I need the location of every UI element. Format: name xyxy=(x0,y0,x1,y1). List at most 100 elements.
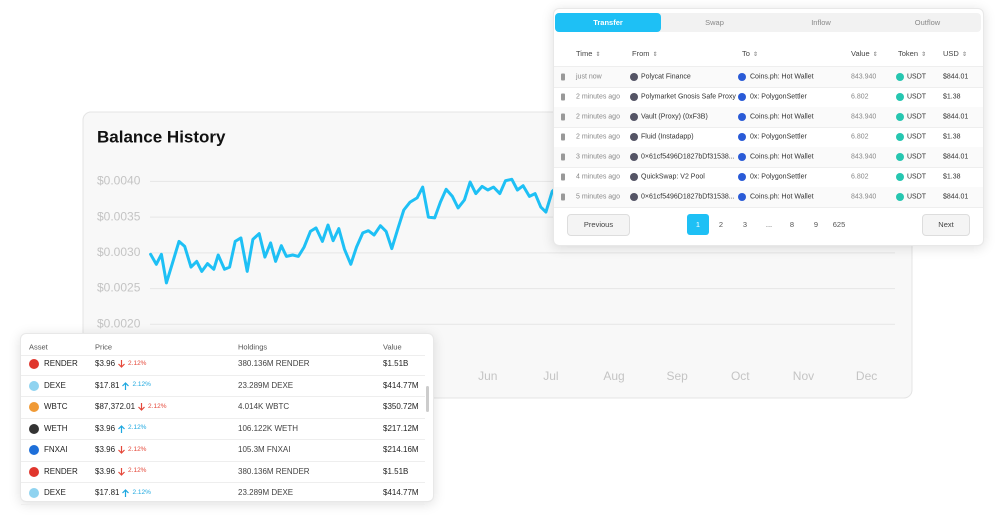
cell-value: 6.802 xyxy=(851,133,869,141)
column-header[interactable]: Time ⇕ xyxy=(576,49,601,58)
cell-value: 6.802 xyxy=(851,173,869,181)
cell-to: Coins.ph: Hot Wallet xyxy=(750,113,814,121)
cell-to: Coins.ph: Hot Wallet xyxy=(750,193,814,201)
cell-token: USDT xyxy=(907,153,927,161)
price-change: 2.12% xyxy=(128,467,147,475)
page-button[interactable]: 8 xyxy=(789,220,795,229)
cell-value: 843.940 xyxy=(851,153,877,161)
asset-name: WBTC xyxy=(44,402,68,411)
asset-icon xyxy=(29,423,39,434)
price-change: 2.12% xyxy=(128,424,147,432)
cell-token: USDT xyxy=(907,93,927,101)
page-button[interactable]: 625 xyxy=(832,220,846,229)
asset-value: $414.77M xyxy=(383,380,419,390)
table-row xyxy=(554,147,983,168)
asset-price: $3.96 2.12% xyxy=(95,467,147,476)
asset-holdings: 23.289M DEXE xyxy=(238,488,294,497)
column-header[interactable]: USD ⇕ xyxy=(943,49,967,58)
column-header[interactable]: To ⇕ xyxy=(742,49,758,58)
token-icon xyxy=(896,173,904,181)
cell-value: 843.940 xyxy=(851,73,877,81)
asset-price: $17.81 2.12% xyxy=(95,380,151,390)
chain-icon xyxy=(561,193,565,201)
asset-name: DEXE xyxy=(44,380,66,390)
tab-bar: Transfer Swap Inflow Outflow xyxy=(555,13,981,32)
page-button[interactable]: 1 xyxy=(687,214,709,235)
price-change: 2.12% xyxy=(132,488,151,496)
price-change: 2.12% xyxy=(148,402,167,410)
page-button[interactable]: 3 xyxy=(742,220,748,229)
asset-icon xyxy=(29,402,39,412)
y-tick-label: $0.0040 xyxy=(97,174,141,188)
trend-arrow xyxy=(118,424,125,433)
cell-token: USDT xyxy=(907,193,927,201)
cell-value: 6.802 xyxy=(851,93,869,101)
tab[interactable]: Inflow xyxy=(811,18,831,27)
page-button[interactable]: 9 xyxy=(813,220,819,229)
tab[interactable]: Outflow xyxy=(914,18,941,27)
asset-holdings: 380.136M RENDER xyxy=(238,466,310,476)
page-button[interactable]: ... xyxy=(765,220,773,229)
asset-value: $214.16M xyxy=(383,445,419,454)
asset-value: $1.51B xyxy=(383,359,409,368)
sort-icon[interactable]: ⇕ xyxy=(752,52,758,58)
price-value: $3.96 xyxy=(95,423,116,433)
column-header[interactable]: From ⇕ xyxy=(632,49,658,58)
sort-icon[interactable]: ⇕ xyxy=(961,52,967,58)
cell-time: 2 minutes ago xyxy=(576,133,620,141)
cell-from: 0×61cf5496D1827bDf31538... xyxy=(641,193,735,201)
to-icon xyxy=(738,93,746,101)
trend-arrow xyxy=(118,446,125,454)
cell-usd: $1.38 xyxy=(943,133,961,141)
token-icon xyxy=(896,193,904,201)
chain-icon xyxy=(561,173,565,181)
to-icon xyxy=(738,113,746,121)
assets-card: Asset Price Holdings Value RENDER $3.96 2.12% 3… xyxy=(20,333,434,505)
x-tick-label: Sep xyxy=(667,369,689,383)
sort-icon[interactable]: ⇕ xyxy=(872,52,878,58)
next-button[interactable]: Next xyxy=(922,214,970,236)
asset-price: $3.96 2.12% xyxy=(95,446,146,454)
from-icon xyxy=(630,153,638,161)
asset-icon xyxy=(29,359,39,369)
page-button[interactable]: 2 xyxy=(718,220,724,229)
price-value: $3.96 xyxy=(95,445,116,454)
sort-icon[interactable]: ⇕ xyxy=(595,52,601,58)
trend-arrow xyxy=(122,489,130,497)
header-rule xyxy=(554,66,983,67)
previous-button[interactable]: Previous xyxy=(567,214,630,236)
trend-arrow xyxy=(122,381,130,390)
x-tick-label: Dec xyxy=(856,369,877,383)
asset-price: $3.96 2.12% xyxy=(95,423,147,433)
cell-from: QuickSwap: V2 Pool xyxy=(641,173,705,181)
cell-from: Polycat Finance xyxy=(641,73,691,81)
cell-value: 843.940 xyxy=(851,113,877,121)
asset-price: $17.81 2.12% xyxy=(95,489,151,497)
token-icon xyxy=(896,153,904,161)
column-header[interactable]: Token ⇕ xyxy=(898,49,927,58)
trend-arrow xyxy=(118,360,125,368)
cell-to: Coins.ph: Hot Wallet xyxy=(750,73,814,81)
sort-icon[interactable]: ⇕ xyxy=(921,52,927,58)
table-row xyxy=(21,439,425,462)
asset-value: $350.72M xyxy=(383,402,419,411)
cell-from: Vault (Proxy) (0xF3B) xyxy=(641,113,708,121)
column-header[interactable]: Value ⇕ xyxy=(851,49,878,58)
asset-value: $217.12M xyxy=(383,423,419,433)
x-tick-label: Oct xyxy=(731,369,750,383)
tab[interactable]: Transfer xyxy=(555,13,661,32)
tab[interactable]: Swap xyxy=(705,18,724,27)
token-icon xyxy=(896,93,904,101)
from-icon xyxy=(630,113,638,121)
asset-name: RENDER xyxy=(44,359,78,368)
asset-icon xyxy=(29,466,39,477)
chain-icon xyxy=(561,113,565,121)
table-row xyxy=(21,461,425,484)
chain-icon xyxy=(561,153,565,161)
price-value: $17.81 xyxy=(95,488,120,497)
price-value: $17.81 xyxy=(95,380,120,390)
column-header: Value xyxy=(383,342,402,352)
to-icon xyxy=(738,73,746,81)
sort-icon[interactable]: ⇕ xyxy=(652,52,658,58)
table-row xyxy=(21,353,425,376)
